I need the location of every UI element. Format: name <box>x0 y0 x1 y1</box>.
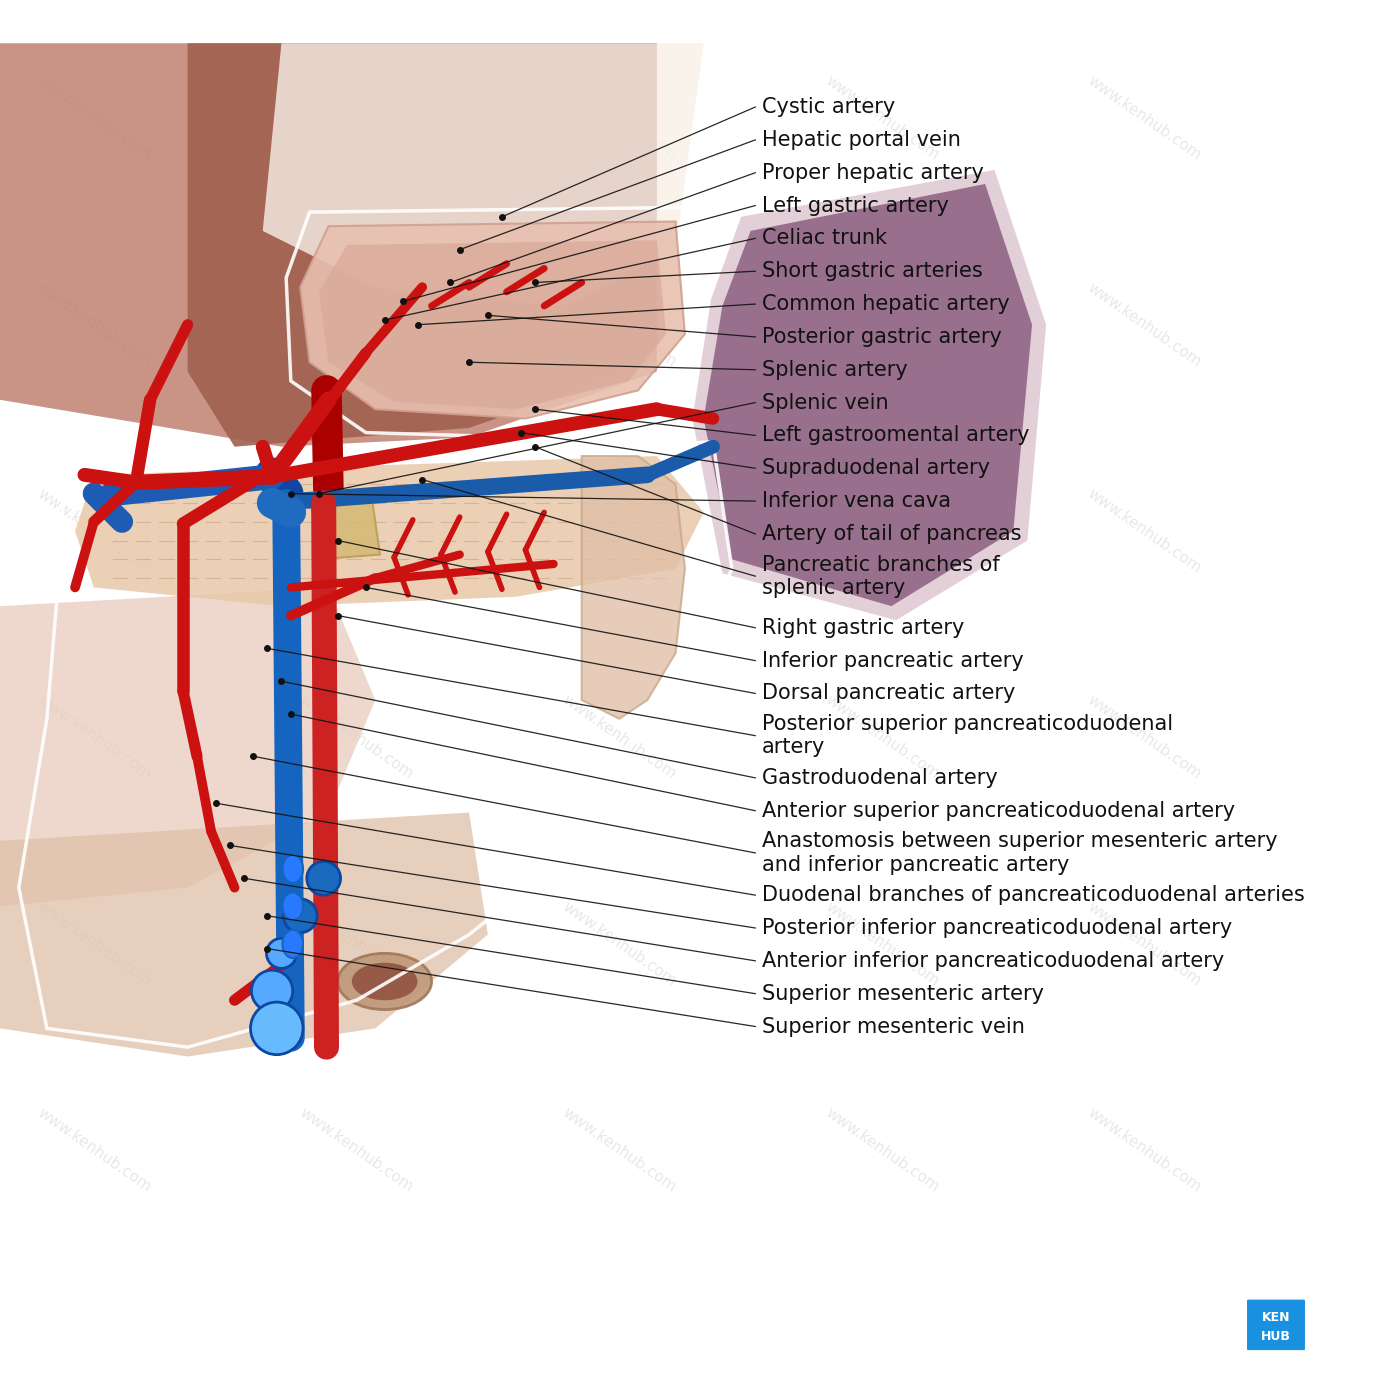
Text: Gastroduodenal artery: Gastroduodenal artery <box>762 767 998 788</box>
Polygon shape <box>319 241 666 409</box>
Text: www.kenhub.com: www.kenhub.com <box>297 486 416 575</box>
Polygon shape <box>188 43 657 447</box>
Text: Posterior superior pancreaticoduodenal
artery: Posterior superior pancreaticoduodenal a… <box>762 714 1173 757</box>
Text: Anterior superior pancreaticoduodenal artery: Anterior superior pancreaticoduodenal ar… <box>762 801 1235 820</box>
Text: www.kenhub.com: www.kenhub.com <box>822 280 942 370</box>
Text: www.kenhub.com: www.kenhub.com <box>297 280 416 370</box>
Circle shape <box>307 861 340 895</box>
Text: Anterior inferior pancreaticoduodenal artery: Anterior inferior pancreaticoduodenal ar… <box>762 951 1224 970</box>
Text: HUB: HUB <box>1261 1330 1291 1343</box>
Text: www.kenhub.com: www.kenhub.com <box>822 486 942 575</box>
Text: www.kenhub.com: www.kenhub.com <box>822 73 942 164</box>
Text: www.kenhub.com: www.kenhub.com <box>34 1106 154 1196</box>
Text: www.kenhub.com: www.kenhub.com <box>560 1106 679 1196</box>
Text: www.kenhub.com: www.kenhub.com <box>34 693 154 783</box>
Text: www.kenhub.com: www.kenhub.com <box>560 899 679 988</box>
Polygon shape <box>0 43 657 447</box>
Text: www.kenhub.com: www.kenhub.com <box>297 73 416 164</box>
Ellipse shape <box>351 963 417 1000</box>
Ellipse shape <box>283 930 302 958</box>
Text: Hepatic portal vein: Hepatic portal vein <box>762 130 960 150</box>
Text: www.kenhub.com: www.kenhub.com <box>560 693 679 783</box>
Text: www.kenhub.com: www.kenhub.com <box>297 1106 416 1196</box>
Polygon shape <box>0 812 487 1057</box>
Text: www.kenhub.com: www.kenhub.com <box>297 693 416 783</box>
Ellipse shape <box>283 892 302 920</box>
Text: Superior mesenteric artery: Superior mesenteric artery <box>762 984 1044 1004</box>
Polygon shape <box>581 456 685 718</box>
Text: Left gastric artery: Left gastric artery <box>762 196 949 216</box>
Text: www.kenhub.com: www.kenhub.com <box>1085 73 1204 164</box>
Text: Common hepatic artery: Common hepatic artery <box>762 294 1009 314</box>
Text: Dorsal pancreatic artery: Dorsal pancreatic artery <box>762 683 1015 703</box>
Text: Artery of tail of pancreas: Artery of tail of pancreas <box>762 524 1022 545</box>
Text: www.kenhub.com: www.kenhub.com <box>822 899 942 988</box>
Text: Left gastroomental artery: Left gastroomental artery <box>762 426 1029 445</box>
Text: www.kenhub.com: www.kenhub.com <box>297 899 416 988</box>
Circle shape <box>251 1002 302 1054</box>
Text: www.kenhub.com: www.kenhub.com <box>822 1106 942 1196</box>
Polygon shape <box>0 588 375 906</box>
Circle shape <box>252 970 293 1011</box>
Text: www.kenhub.com: www.kenhub.com <box>560 73 679 164</box>
Text: www.kenhub.com: www.kenhub.com <box>1085 280 1204 370</box>
Text: Celiac trunk: Celiac trunk <box>762 228 886 248</box>
Text: KEN: KEN <box>1261 1310 1291 1324</box>
Text: Inferior pancreatic artery: Inferior pancreatic artery <box>762 651 1023 671</box>
Text: www.kenhub.com: www.kenhub.com <box>1085 899 1204 988</box>
Circle shape <box>266 938 297 969</box>
Text: Duodenal branches of pancreaticoduodenal arteries: Duodenal branches of pancreaticoduodenal… <box>762 885 1305 906</box>
Text: www.kenhub.com: www.kenhub.com <box>1085 486 1204 575</box>
Circle shape <box>283 899 318 932</box>
Text: Pancreatic branches of
splenic artery: Pancreatic branches of splenic artery <box>762 554 1000 598</box>
Polygon shape <box>300 221 685 419</box>
Polygon shape <box>76 456 704 606</box>
Text: www.kenhub.com: www.kenhub.com <box>34 73 154 164</box>
Text: Cystic artery: Cystic artery <box>762 97 895 118</box>
Text: Superior mesenteric vein: Superior mesenteric vein <box>762 1016 1025 1036</box>
Text: Right gastric artery: Right gastric artery <box>762 617 965 638</box>
Text: www.kenhub.com: www.kenhub.com <box>34 899 154 988</box>
Text: Anastomosis between superior mesenteric artery
and inferior pancreatic artery: Anastomosis between superior mesenteric … <box>762 832 1277 875</box>
Text: Posterior inferior pancreaticoduodenal artery: Posterior inferior pancreaticoduodenal a… <box>762 918 1232 938</box>
Text: www.kenhub.com: www.kenhub.com <box>822 693 942 783</box>
Text: Posterior gastric artery: Posterior gastric artery <box>762 328 1002 347</box>
Text: Inferior vena cava: Inferior vena cava <box>762 491 951 511</box>
Text: Proper hepatic artery: Proper hepatic artery <box>762 162 984 183</box>
Text: www.kenhub.com: www.kenhub.com <box>1085 1106 1204 1196</box>
FancyBboxPatch shape <box>1246 1299 1306 1351</box>
Text: Splenic vein: Splenic vein <box>762 392 889 413</box>
Text: www.kenhub.com: www.kenhub.com <box>1085 693 1204 783</box>
Text: Short gastric arteries: Short gastric arteries <box>762 262 983 281</box>
Polygon shape <box>263 43 704 307</box>
Ellipse shape <box>337 953 431 1009</box>
Text: Splenic artery: Splenic artery <box>762 360 907 379</box>
Text: Supraduodenal artery: Supraduodenal artery <box>762 458 990 479</box>
Text: www.kenhub.com: www.kenhub.com <box>560 486 679 575</box>
Polygon shape <box>704 183 1032 606</box>
Text: www.kenhub.com: www.kenhub.com <box>560 280 679 370</box>
Ellipse shape <box>283 855 302 883</box>
Text: www.kenhub.com: www.kenhub.com <box>34 280 154 370</box>
Polygon shape <box>693 169 1046 620</box>
Text: www.kenhub.com: www.kenhub.com <box>34 486 154 575</box>
Polygon shape <box>309 489 379 559</box>
